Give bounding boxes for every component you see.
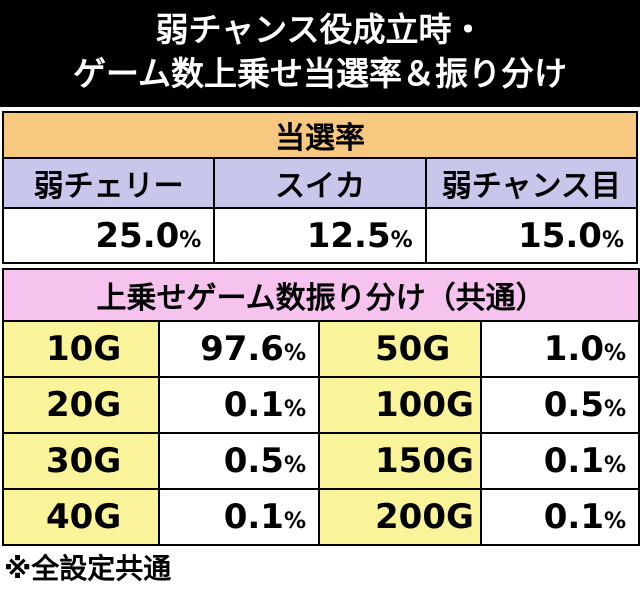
percent-value: 0.1: [223, 497, 284, 537]
percent-unit: %: [604, 453, 627, 478]
percent-unit: %: [604, 509, 627, 534]
title-line-2: ゲーム数上乗せ当選率＆振り分け: [72, 54, 567, 93]
rate-value: 12.5: [306, 215, 391, 256]
col-header-weak-cherry: 弱チェリー: [1, 157, 216, 209]
table-row: 30G 0.5% 150G 0.1%: [2, 432, 640, 490]
rate-value: 15.0: [518, 215, 602, 256]
game-count-cell: 40G: [2, 488, 160, 546]
game-count-cell: 20G: [2, 376, 160, 434]
percent-unit: %: [390, 227, 413, 253]
rate-value: 25.0: [95, 215, 180, 256]
game-count-cell: 30G: [2, 432, 160, 490]
col-header-weak-chance: 弱チャンス目: [424, 157, 639, 209]
percent-unit: %: [601, 227, 624, 253]
title-line-1: 弱チャンス役成立時・: [155, 10, 485, 49]
percent-value: 0.5: [543, 385, 604, 425]
percent-unit: %: [179, 227, 202, 253]
win-rate-header: 当選率: [2, 111, 638, 159]
percent-unit: %: [283, 397, 306, 422]
percent-value: 0.1: [223, 385, 284, 425]
percent-value: 0.5: [223, 441, 284, 481]
percent-cell: 0.1%: [158, 488, 320, 546]
table-row: 20G 0.1% 100G 0.5%: [2, 376, 640, 434]
game-count-cell: 50G: [318, 320, 482, 378]
percent-cell: 0.5%: [158, 432, 320, 490]
percent-cell: 0.1%: [158, 376, 320, 434]
game-distribution-table: 上乗せゲーム数振り分け（共通） 10G 97.6% 50G 1.0% 20G 0…: [1, 268, 640, 546]
percent-value: 1.0: [543, 329, 604, 369]
percent-value: 0.1: [543, 497, 604, 537]
percent-unit: %: [604, 341, 627, 366]
percent-cell: 97.6%: [158, 320, 320, 378]
rate-cell: 15.0%: [424, 207, 639, 264]
percent-unit: %: [604, 397, 627, 422]
distribution-header: 上乗せゲーム数振り分け（共通）: [1, 268, 640, 322]
win-rate-table: 当選率 弱チェリー スイカ 弱チャンス目 25.0% 12.5% 15.0%: [1, 111, 639, 264]
percent-value: 0.1: [543, 441, 604, 481]
page-title: 弱チャンス役成立時・ ゲーム数上乗せ当選率＆振り分け: [0, 0, 640, 107]
game-count-cell: 100G: [318, 376, 482, 434]
percent-cell: 0.1%: [479, 432, 640, 490]
table-row: 40G 0.1% 200G 0.1%: [2, 488, 640, 546]
rate-cell: 12.5%: [213, 207, 427, 264]
percent-unit: %: [283, 453, 306, 478]
game-count-cell: 10G: [2, 320, 160, 378]
rate-cell: 25.0%: [1, 207, 216, 264]
percent-unit: %: [283, 341, 306, 366]
table-row: 10G 97.6% 50G 1.0%: [2, 320, 640, 378]
col-header-watermelon: スイカ: [213, 157, 427, 209]
game-count-cell: 200G: [318, 488, 482, 546]
game-count-cell: 150G: [318, 432, 482, 490]
percent-cell: 1.0%: [479, 320, 640, 378]
percent-value: 97.6: [200, 329, 284, 369]
footnote: ※全設定共通: [4, 552, 172, 585]
percent-unit: %: [283, 509, 306, 534]
percent-cell: 0.5%: [479, 376, 640, 434]
percent-cell: 0.1%: [479, 488, 640, 546]
